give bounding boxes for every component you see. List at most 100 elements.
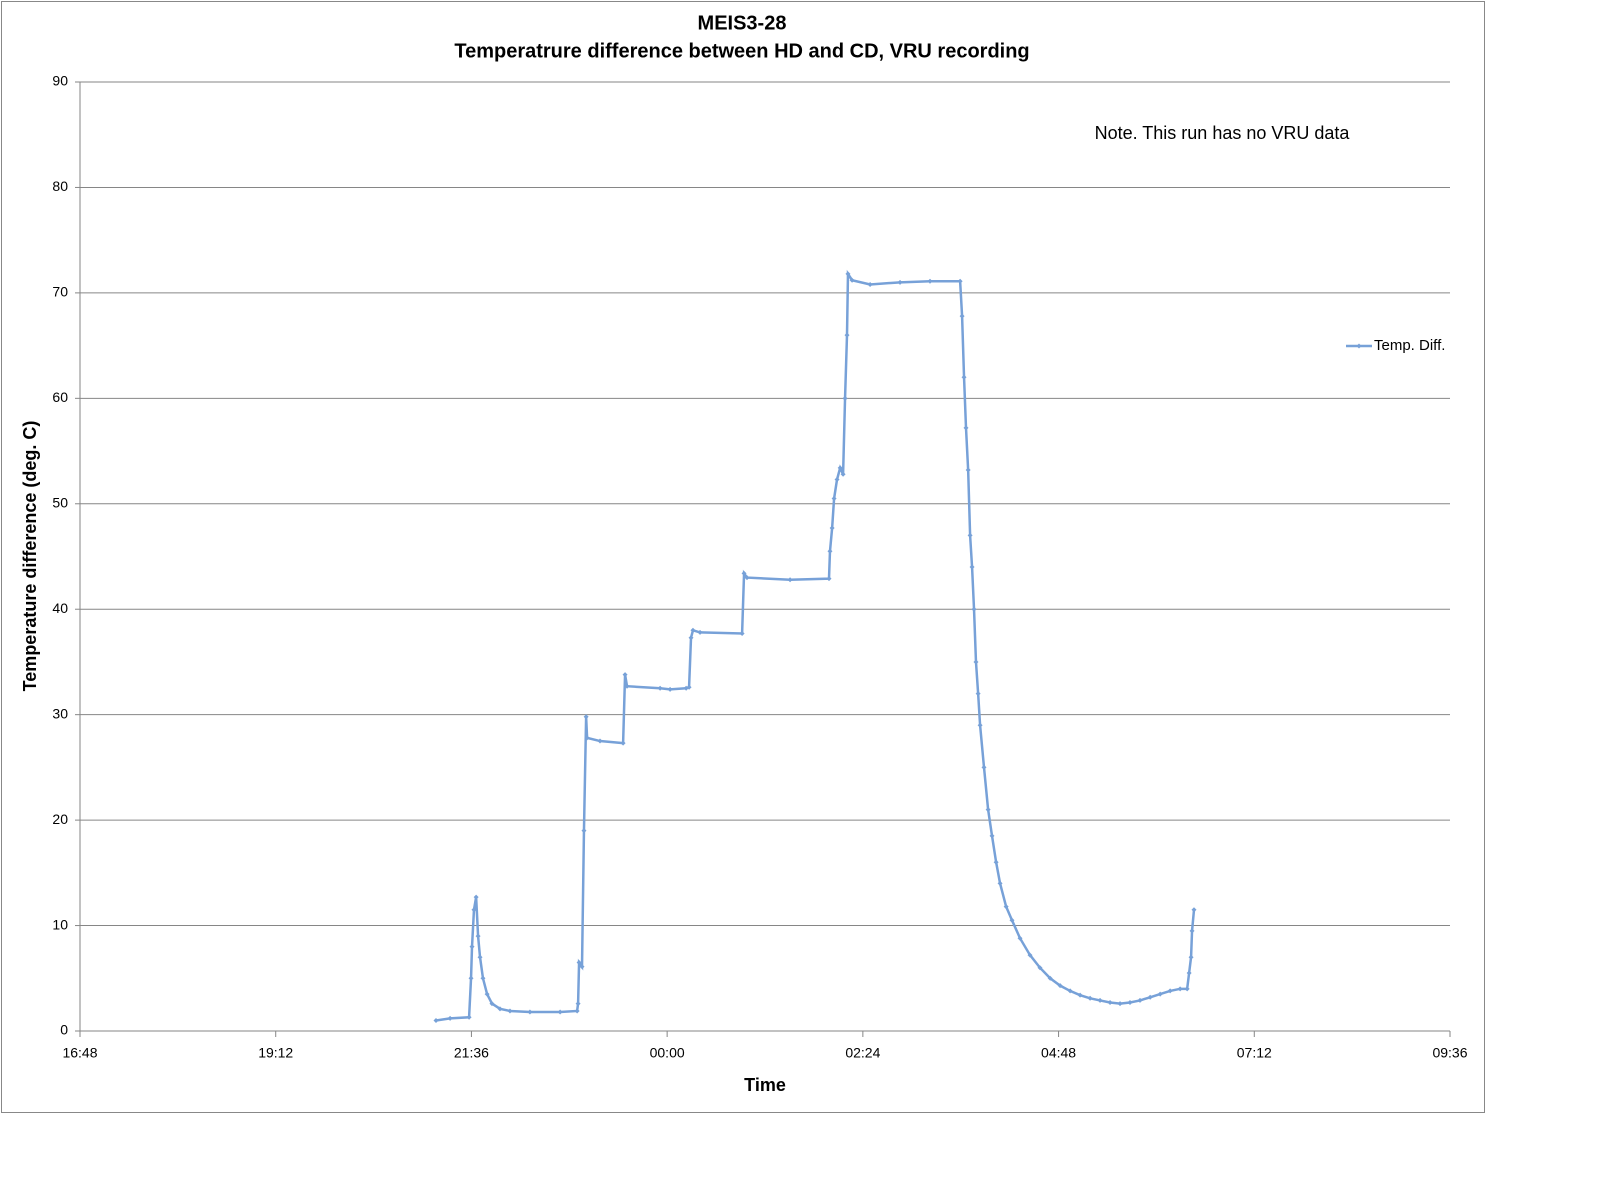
chart-subtitle: Temperatrure difference between HD and C… [454, 40, 1029, 62]
data-point [834, 477, 840, 483]
data-point [826, 576, 832, 582]
data-point [739, 630, 745, 636]
data-point [837, 465, 843, 471]
data-point [840, 471, 846, 477]
data-point [1009, 917, 1015, 923]
data-point [1191, 907, 1197, 913]
data-point [897, 279, 903, 285]
annotation: Note. This run has no VRU data [1095, 123, 1351, 143]
x-axis-label: Time [744, 1075, 786, 1095]
data-point [1077, 992, 1083, 998]
y-tick-label: 60 [52, 389, 68, 405]
data-point [489, 1001, 495, 1007]
data-point [507, 1008, 513, 1014]
data-point [1017, 935, 1023, 941]
data-point [466, 1014, 472, 1020]
x-tick-label: 02:24 [845, 1045, 880, 1061]
data-point [433, 1017, 439, 1023]
data-point [849, 277, 855, 283]
x-tick-label: 04:48 [1041, 1045, 1076, 1061]
data-point [1137, 997, 1143, 1003]
data-point [831, 496, 837, 502]
data-point [597, 738, 603, 744]
y-tick-label: 0 [60, 1022, 68, 1038]
legend-label: Temp. Diff. [1374, 337, 1445, 354]
legend-marker [1356, 343, 1362, 349]
data-point [844, 332, 850, 338]
x-tick-label: 07:12 [1237, 1045, 1272, 1061]
data-point [1087, 995, 1093, 1001]
data-point [686, 684, 692, 690]
y-tick-label: 50 [52, 494, 68, 510]
y-tick-label: 90 [52, 73, 68, 89]
data-point [741, 570, 747, 576]
data-point [1157, 991, 1163, 997]
data-point [827, 548, 833, 554]
data-point [484, 991, 490, 997]
data-point [697, 629, 703, 635]
data-point [690, 627, 696, 633]
data-point [971, 606, 977, 612]
data-point [993, 859, 999, 865]
data-point [965, 467, 971, 473]
data-point [584, 735, 590, 741]
y-tick-label: 20 [52, 811, 68, 827]
data-point [1057, 983, 1063, 989]
data-point [959, 313, 965, 319]
data-point [1117, 1001, 1123, 1007]
data-point [477, 954, 483, 960]
y-tick-label: 10 [52, 916, 68, 932]
data-point [475, 933, 481, 939]
data-point [1189, 928, 1195, 934]
data-point [576, 959, 582, 965]
data-point [471, 907, 477, 913]
data-point [981, 764, 987, 770]
data-point [961, 374, 967, 380]
y-tick-label: 70 [52, 284, 68, 300]
chart-title: MEIS3-28 [698, 12, 787, 34]
data-point [574, 1008, 580, 1014]
data-point [620, 740, 626, 746]
data-point [575, 1001, 581, 1007]
data-point [963, 425, 969, 431]
data-point [845, 271, 851, 277]
x-tick-label: 00:00 [650, 1045, 685, 1061]
y-axis-label: Temperature difference (deg. C) [20, 421, 40, 692]
data-point [967, 532, 973, 538]
data-point [744, 575, 750, 581]
data-point [927, 278, 933, 284]
data-point [1127, 1000, 1133, 1006]
data-point [688, 635, 694, 641]
data-point [975, 691, 981, 697]
data-point [1167, 988, 1173, 994]
data-point [1147, 994, 1153, 1000]
data-point [473, 894, 479, 900]
data-point [1177, 986, 1183, 992]
data-point [985, 807, 991, 813]
x-tick-label: 16:48 [62, 1045, 97, 1061]
data-point [1037, 965, 1043, 971]
y-tick-label: 80 [52, 178, 68, 194]
data-point [989, 833, 995, 839]
data-point [447, 1015, 453, 1021]
data-point [867, 281, 873, 287]
data-point [622, 672, 628, 678]
data-point [997, 880, 1003, 886]
x-tick-label: 19:12 [258, 1045, 293, 1061]
data-point [1027, 952, 1033, 958]
data-point [969, 564, 975, 570]
data-point [527, 1009, 533, 1015]
data-point [624, 683, 630, 689]
data-point [480, 975, 486, 981]
data-point [977, 722, 983, 728]
data-point [557, 1009, 563, 1015]
data-point [497, 1006, 503, 1012]
data-point [842, 395, 848, 401]
data-point [1184, 986, 1190, 992]
x-tick-label: 09:36 [1432, 1045, 1467, 1061]
data-point [973, 659, 979, 665]
data-point [657, 685, 663, 691]
data-point [667, 686, 673, 692]
data-point [583, 714, 589, 720]
